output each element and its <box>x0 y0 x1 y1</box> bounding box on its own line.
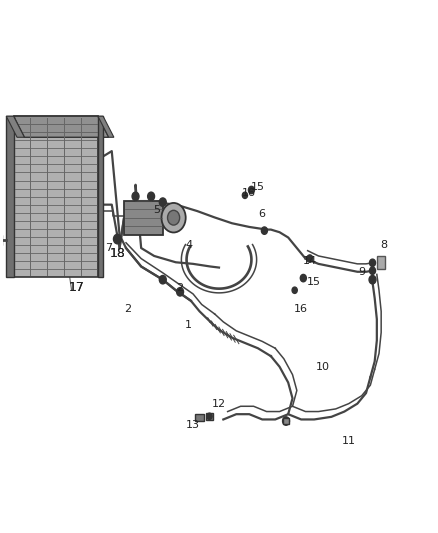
Bar <box>377 256 385 269</box>
Text: 16: 16 <box>294 304 308 314</box>
Circle shape <box>292 287 297 293</box>
Text: 11: 11 <box>342 435 356 446</box>
Text: 17: 17 <box>68 281 84 294</box>
Text: 17: 17 <box>68 281 84 294</box>
Text: 18: 18 <box>110 247 125 260</box>
Polygon shape <box>14 116 98 277</box>
Text: 12: 12 <box>212 399 226 409</box>
Text: 7: 7 <box>105 243 112 253</box>
Circle shape <box>207 413 212 419</box>
Circle shape <box>132 192 139 200</box>
Circle shape <box>261 227 268 235</box>
Circle shape <box>369 276 376 284</box>
Bar <box>205 413 213 419</box>
Bar <box>98 116 103 277</box>
Text: 4: 4 <box>185 240 192 251</box>
Circle shape <box>370 267 375 274</box>
Circle shape <box>300 274 306 282</box>
Text: 2: 2 <box>125 304 132 314</box>
Polygon shape <box>14 116 109 138</box>
Circle shape <box>307 255 313 262</box>
Text: 18: 18 <box>110 247 125 260</box>
Bar <box>124 200 163 235</box>
Circle shape <box>162 203 186 232</box>
Circle shape <box>168 211 180 225</box>
Text: 8: 8 <box>380 240 387 251</box>
Bar <box>6 116 14 277</box>
Text: 13: 13 <box>186 419 200 430</box>
Text: 10: 10 <box>316 362 330 372</box>
Bar <box>195 415 204 421</box>
Text: 16: 16 <box>242 188 256 198</box>
Text: 6: 6 <box>259 209 266 219</box>
Circle shape <box>159 198 166 206</box>
Circle shape <box>113 235 121 244</box>
Text: 9: 9 <box>358 267 365 277</box>
Circle shape <box>159 276 166 284</box>
Text: 15: 15 <box>307 277 321 287</box>
Polygon shape <box>98 116 114 138</box>
Text: 15: 15 <box>251 182 265 192</box>
Bar <box>283 418 289 424</box>
Text: 1: 1 <box>185 319 192 329</box>
Text: 2: 2 <box>177 282 184 293</box>
Text: 14: 14 <box>303 256 317 266</box>
Circle shape <box>177 288 184 296</box>
Bar <box>0 236 2 245</box>
Circle shape <box>370 259 375 266</box>
Polygon shape <box>6 116 25 138</box>
Circle shape <box>248 187 254 193</box>
Text: 5: 5 <box>153 205 160 215</box>
Circle shape <box>148 192 155 200</box>
Circle shape <box>283 417 290 425</box>
Circle shape <box>242 192 247 198</box>
